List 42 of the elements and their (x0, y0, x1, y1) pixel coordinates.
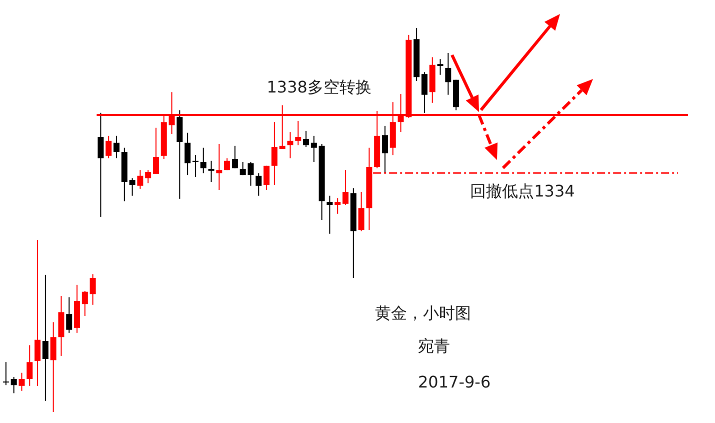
candlestick (358, 191, 364, 232)
candlestick (216, 143, 222, 191)
annotation: 宛青 (418, 336, 450, 356)
candlestick (208, 160, 214, 182)
candlestick (310, 135, 317, 163)
text: 黄金，小时图 (375, 304, 471, 322)
candlestick (114, 135, 120, 159)
candlestick (50, 322, 56, 412)
candlestick (303, 130, 310, 148)
candlestick (437, 58, 444, 76)
candlestick (2, 362, 9, 386)
candlestick (256, 172, 262, 196)
candlestick (342, 170, 348, 206)
candlestick (287, 132, 294, 159)
candlestick (382, 125, 388, 174)
candlestick (42, 274, 48, 402)
candlestick (184, 132, 191, 176)
candlestick (106, 135, 112, 159)
ref-line-label: 回撤低点1334 (470, 182, 575, 201)
candlestick (137, 170, 144, 190)
annotation: 2017-9-6 (418, 372, 491, 392)
candlestick (18, 372, 25, 392)
candlestick (145, 170, 152, 184)
candlestick (445, 52, 452, 96)
candlestick (82, 290, 88, 316)
candlestick (334, 198, 341, 214)
candlestick (271, 122, 278, 186)
candlestick (98, 112, 104, 218)
candlestick (232, 145, 238, 169)
ref-line-label: 1338多空转换 (266, 78, 372, 97)
candlestick (295, 120, 302, 146)
candlestick (152, 127, 159, 174)
candlestick (326, 195, 333, 234)
candlestick (264, 165, 270, 191)
candlestick (66, 296, 72, 334)
candlestick (10, 376, 17, 394)
candlestick (26, 344, 33, 386)
candlestick (200, 147, 206, 174)
candlestick (129, 178, 136, 196)
candlestick (421, 72, 428, 114)
candlestick (90, 274, 96, 306)
candlestick (34, 239, 41, 386)
